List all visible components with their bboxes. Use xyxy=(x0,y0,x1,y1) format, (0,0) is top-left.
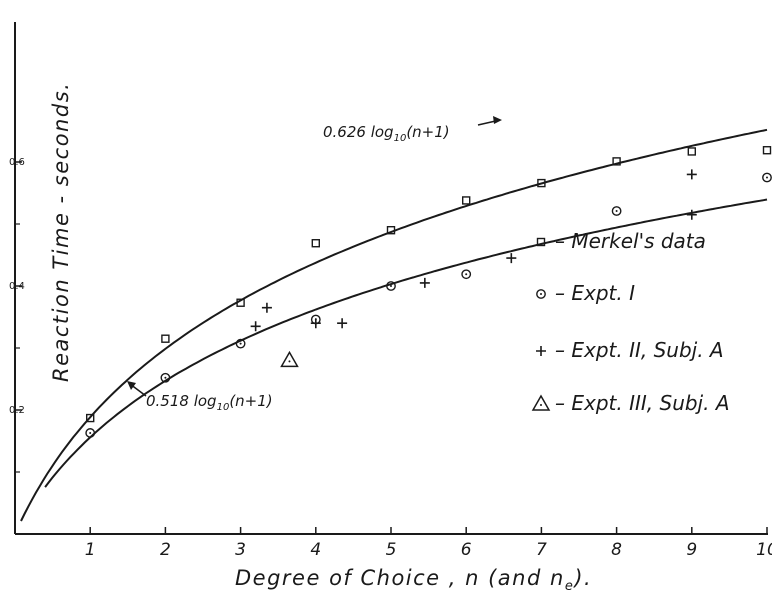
legend-triangle-marker-dot xyxy=(540,404,542,406)
legend-circle-marker xyxy=(536,289,546,299)
triangle-point xyxy=(280,350,299,368)
legend-triangle-marker xyxy=(531,394,551,411)
fit-curves xyxy=(20,128,768,522)
lower-curve-arrowhead xyxy=(127,381,136,390)
x-tick-label: 1 xyxy=(85,540,96,560)
plus-point xyxy=(686,169,697,180)
y-tick-label: 0.4 xyxy=(9,281,25,292)
circle-point-dot xyxy=(390,285,392,287)
x-ticks: 1 2 3 4 5 6 7 8 9 10 xyxy=(85,527,772,560)
legend-plus-marker xyxy=(536,346,546,356)
circle-point xyxy=(762,172,772,183)
circle-point xyxy=(461,269,472,280)
x-tick-label: 4 xyxy=(310,540,321,560)
circle-point-dot xyxy=(164,376,167,379)
plus-point xyxy=(686,209,697,220)
lower-curve-label: 0.518 log10(n+1) xyxy=(146,392,273,413)
upper-curve-arrowhead xyxy=(493,116,502,124)
x-tick-label: 8 xyxy=(611,540,622,560)
y-axis-label: Reaction Time - seconds. xyxy=(49,82,73,382)
square-point xyxy=(537,178,546,188)
plus-point xyxy=(419,277,430,288)
series-plus xyxy=(250,169,697,332)
legend-square-marker xyxy=(536,237,546,247)
circle-point-ring xyxy=(461,269,472,280)
x-tick-label: 6 xyxy=(461,540,472,560)
legend: – Merkel's data – Expt. I – Expt. II, Subj… xyxy=(531,229,730,415)
circle-point xyxy=(85,428,96,438)
circle-point-ring xyxy=(611,206,622,216)
square-point xyxy=(612,157,621,166)
circle-point xyxy=(160,372,171,383)
legend-label: – Expt. I xyxy=(555,281,635,305)
series-circle xyxy=(85,172,772,438)
y-ticks: 0.2 0.4 0.6 xyxy=(9,157,25,473)
square-point xyxy=(236,298,245,307)
series-triangle xyxy=(280,350,299,368)
axis-labels: Degree of Choice , n (and ne). Reaction … xyxy=(49,82,592,594)
square-point xyxy=(687,147,696,156)
plus-point xyxy=(337,318,348,329)
circle-point xyxy=(386,281,396,291)
x-tick-label: 2 xyxy=(160,540,171,560)
circle-point-dot xyxy=(766,176,768,179)
legend-label: – Expt. III, Subj. A xyxy=(555,391,730,415)
x-tick-label: 3 xyxy=(235,540,246,560)
curve-annotations: 0.626 log10(n+1) 0.518 log10(n+1) xyxy=(127,116,502,413)
legend-circle-marker-ring xyxy=(536,289,546,299)
plus-point xyxy=(506,253,517,264)
x-axis-label: Degree of Choice , n (and ne). xyxy=(235,566,592,594)
circle-point-dot xyxy=(615,209,618,212)
plus-point xyxy=(250,321,261,332)
circle-point-ring xyxy=(160,372,171,383)
circle-point-ring xyxy=(762,172,772,183)
y-tick-label: 0.2 xyxy=(9,405,25,416)
x-tick-label: 7 xyxy=(536,540,547,560)
legend-label: – Merkel's data xyxy=(555,229,706,253)
circle-point-dot xyxy=(239,342,242,345)
plus-point xyxy=(261,302,272,313)
x-tick-label: 5 xyxy=(386,540,397,560)
square-point xyxy=(762,146,772,155)
square-point xyxy=(462,196,471,205)
x-tick-label: 9 xyxy=(686,540,697,560)
x-tick-label: 10 xyxy=(756,540,772,560)
legend-circle-marker-dot xyxy=(540,293,542,295)
data-points xyxy=(85,146,772,438)
circle-point-ring xyxy=(85,428,96,438)
legend-triangle-marker-outline xyxy=(531,394,551,411)
triangle-point-dot xyxy=(288,360,291,363)
circle-point-ring xyxy=(235,338,246,349)
y-tick-label: 0.6 xyxy=(9,157,25,168)
legend-label: – Expt. II, Subj. A xyxy=(555,338,724,362)
fit-curve-line xyxy=(44,198,768,488)
series-square xyxy=(85,146,772,423)
circle-point xyxy=(611,206,622,216)
triangle-point-outline xyxy=(280,350,299,368)
plus-point xyxy=(310,318,321,329)
square-point xyxy=(85,413,95,423)
circle-point-dot xyxy=(465,273,468,276)
upper-curve-label: 0.626 log10(n+1) xyxy=(323,123,450,144)
circle-point-ring xyxy=(386,281,396,291)
square-point xyxy=(386,225,396,235)
circle-point-dot xyxy=(89,431,92,434)
square-point xyxy=(161,334,170,343)
axes xyxy=(14,22,768,535)
square-point xyxy=(311,239,320,248)
circle-point xyxy=(235,338,246,349)
fit-curve-line xyxy=(20,128,768,522)
